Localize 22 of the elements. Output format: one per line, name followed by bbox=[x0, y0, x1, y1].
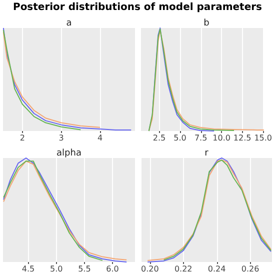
chart-title: r bbox=[204, 148, 209, 158]
x-tick-label: 5.0 bbox=[174, 134, 186, 142]
text: Posterior distributions of model parameters bbox=[12, 2, 264, 13]
x-tick-label: 10.0 bbox=[212, 134, 230, 142]
x-tick-label: 15.0 bbox=[254, 134, 272, 142]
x-tick-label: 0.20 bbox=[141, 264, 159, 274]
chart-title: alpha bbox=[56, 148, 82, 158]
x-tick-label: 12.5 bbox=[233, 134, 252, 142]
x-tick-label: 0.24 bbox=[208, 264, 226, 274]
x-tick-label: 7.5 bbox=[194, 134, 208, 142]
x-tick-label: 0.26 bbox=[241, 264, 260, 274]
x-tick-label: 2.5 bbox=[152, 134, 166, 142]
chart-title: a bbox=[66, 18, 72, 28]
x-tick-label: 6.0 bbox=[106, 264, 119, 274]
x-tick-label: 4.5 bbox=[22, 264, 35, 274]
x-tick-label: 5.5 bbox=[78, 264, 91, 274]
chart-title: b bbox=[204, 18, 210, 28]
x-tick-label: 4 bbox=[98, 134, 103, 142]
x-tick-label: 0.22 bbox=[174, 264, 192, 274]
x-tick-label: 5.0 bbox=[50, 264, 63, 274]
x-tick-label: 3 bbox=[58, 134, 64, 142]
x-tick-label: 2 bbox=[20, 134, 25, 142]
